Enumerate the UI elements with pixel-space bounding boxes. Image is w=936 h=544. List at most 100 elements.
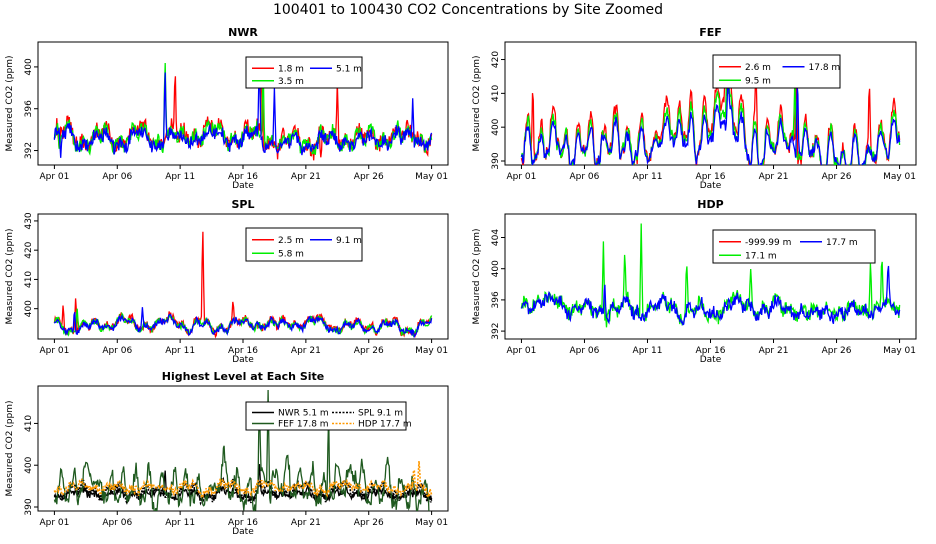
- x-axis-label: Date: [700, 355, 722, 365]
- series-line: [520, 265, 901, 326]
- x-tick-label: Apr 01: [39, 172, 69, 182]
- y-tick-label: 392: [491, 323, 501, 340]
- x-tick-label: Apr 11: [165, 172, 195, 182]
- legend-entry-label: 1.8 m: [278, 64, 304, 74]
- series-line: [53, 460, 433, 499]
- x-tick-label: Apr 06: [570, 346, 600, 356]
- y-axis-label: Measured CO2 (ppm): [472, 56, 482, 152]
- legend-entry-label: 5.8 m: [278, 249, 304, 259]
- series-line: [520, 80, 901, 165]
- panel-title: SPL: [232, 198, 255, 211]
- y-tick-label: 404: [491, 229, 501, 246]
- chart-panel-5: Highest Level at Each Site Apr 01 Apr 06 Ap…: [5, 370, 449, 537]
- y-tick-label: 430: [24, 212, 34, 229]
- panel-title: FEF: [699, 26, 722, 39]
- legend-entry-label: NWR 5.1 m: [278, 409, 329, 419]
- legend-entry-label: HDP 17.7 m: [358, 420, 412, 430]
- x-tick-label: May 01: [415, 346, 448, 356]
- panel-title: HDP: [697, 198, 723, 211]
- x-tick-label: Apr 16: [696, 172, 726, 182]
- series-line: [53, 307, 433, 339]
- x-tick-label: Apr 21: [291, 518, 321, 528]
- x-tick-label: Apr 16: [228, 518, 258, 528]
- y-tick-label: 400: [491, 118, 501, 135]
- legend-entry-label: 17.7 m: [826, 238, 858, 248]
- legend: 2.5 m 9.1 m 5.8 m: [245, 227, 363, 262]
- x-tick-label: Apr 26: [822, 172, 852, 182]
- x-tick-label: Apr 16: [696, 346, 726, 356]
- y-axis-label: Measured CO2 (ppm): [5, 229, 15, 325]
- chart-panel-3: SPL Apr 01 Apr 06 Apr 11 Apr 16 Apr 21 Apr 26 M…: [5, 198, 449, 365]
- panel-title: Highest Level at Each Site: [162, 370, 325, 383]
- y-axis-label: Measured CO2 (ppm): [5, 401, 15, 497]
- legend-entry-label: 5.1 m: [336, 64, 362, 74]
- x-axis-label: Date: [232, 527, 254, 537]
- x-axis-label: Date: [232, 355, 254, 365]
- y-tick-label: 400: [24, 456, 34, 473]
- legend-entry-label: 9.1 m: [336, 236, 362, 246]
- legend-entry-label: 17.8 m: [809, 63, 841, 73]
- legend-entry-label: 2.6 m: [745, 63, 771, 73]
- plot-frame: [37, 41, 449, 166]
- legend: 1.8 m 5.1 m 3.5 m: [245, 56, 363, 89]
- x-tick-label: Apr 11: [165, 518, 195, 528]
- y-tick-label: 410: [24, 415, 34, 432]
- chart-panel-1: NWR Apr 01 Apr 06 Apr 11 Apr 16 Apr 21 Apr 26 M…: [5, 26, 449, 191]
- x-tick-label: Apr 21: [759, 346, 789, 356]
- plot-frame: [504, 41, 917, 166]
- legend-entry-label: SPL 9.1 m: [358, 409, 403, 419]
- legend-entry-label: 17.1 m: [745, 251, 777, 261]
- x-axis-label: Date: [700, 181, 722, 191]
- y-tick-label: 410: [491, 84, 501, 101]
- y-tick-label: 400: [24, 58, 34, 75]
- legend: -999.99 m 17.7 m 17.1 m: [712, 229, 876, 264]
- series-line: [53, 308, 433, 338]
- legend-box: [245, 227, 363, 262]
- x-tick-label: Apr 06: [102, 346, 132, 356]
- legend-box: [712, 54, 841, 89]
- y-tick-label: 410: [24, 271, 34, 288]
- legend-entry-label: 2.5 m: [278, 236, 304, 246]
- legend-box: [245, 56, 363, 89]
- y-tick-label: 420: [491, 51, 501, 68]
- series-line: [53, 389, 430, 511]
- x-tick-label: Apr 11: [633, 346, 663, 356]
- x-tick-label: Apr 16: [228, 346, 258, 356]
- y-tick-label: 396: [491, 291, 501, 308]
- legend: NWR 5.1 m SPL 9.1 m FEF 17.8 m HDP 17.7 m: [245, 401, 412, 431]
- x-tick-label: Apr 01: [506, 172, 536, 182]
- x-tick-label: Apr 26: [354, 518, 384, 528]
- y-tick-label: 390: [24, 498, 34, 515]
- y-axis-label: Measured CO2 (ppm): [5, 56, 15, 152]
- x-tick-label: Apr 26: [354, 346, 384, 356]
- legend-box: [245, 401, 407, 431]
- x-tick-label: May 01: [415, 518, 448, 528]
- x-tick-label: Apr 06: [102, 518, 132, 528]
- legend-entry-label: -999.99 m: [745, 238, 791, 248]
- x-tick-label: May 01: [415, 172, 448, 182]
- x-tick-label: Apr 21: [291, 172, 321, 182]
- y-axis-label: Measured CO2 (ppm): [472, 229, 482, 325]
- chart-panel-2: FEF Apr 01 Apr 06 Apr 11 Apr 16 Apr 21 Apr 26 M…: [472, 26, 917, 191]
- x-tick-label: Apr 11: [165, 346, 195, 356]
- y-tick-label: 396: [24, 100, 34, 117]
- x-tick-label: Apr 06: [102, 172, 132, 182]
- y-tick-label: 392: [24, 142, 34, 159]
- x-tick-label: Apr 26: [822, 346, 852, 356]
- x-tick-label: Apr 21: [291, 346, 321, 356]
- legend-entry-label: 9.5 m: [745, 76, 771, 86]
- y-tick-label: 400: [491, 260, 501, 277]
- legend-box: [712, 229, 876, 264]
- page-title: 100401 to 100430 CO2 Concentrations by S…: [273, 2, 663, 18]
- x-tick-label: Apr 01: [39, 518, 69, 528]
- legend: 2.6 m 17.8 m 9.5 m: [712, 54, 841, 89]
- x-tick-label: Apr 06: [570, 172, 600, 182]
- x-tick-label: Apr 11: [633, 172, 663, 182]
- series-line: [53, 59, 433, 158]
- x-tick-label: May 01: [883, 172, 916, 182]
- chart-panel-4: HDP Apr 01 Apr 06 Apr 11 Apr 16 Apr 21 Apr 26 M…: [472, 198, 917, 365]
- y-tick-label: 420: [24, 241, 34, 258]
- x-tick-label: Apr 21: [759, 172, 789, 182]
- x-tick-label: Apr 01: [39, 346, 69, 356]
